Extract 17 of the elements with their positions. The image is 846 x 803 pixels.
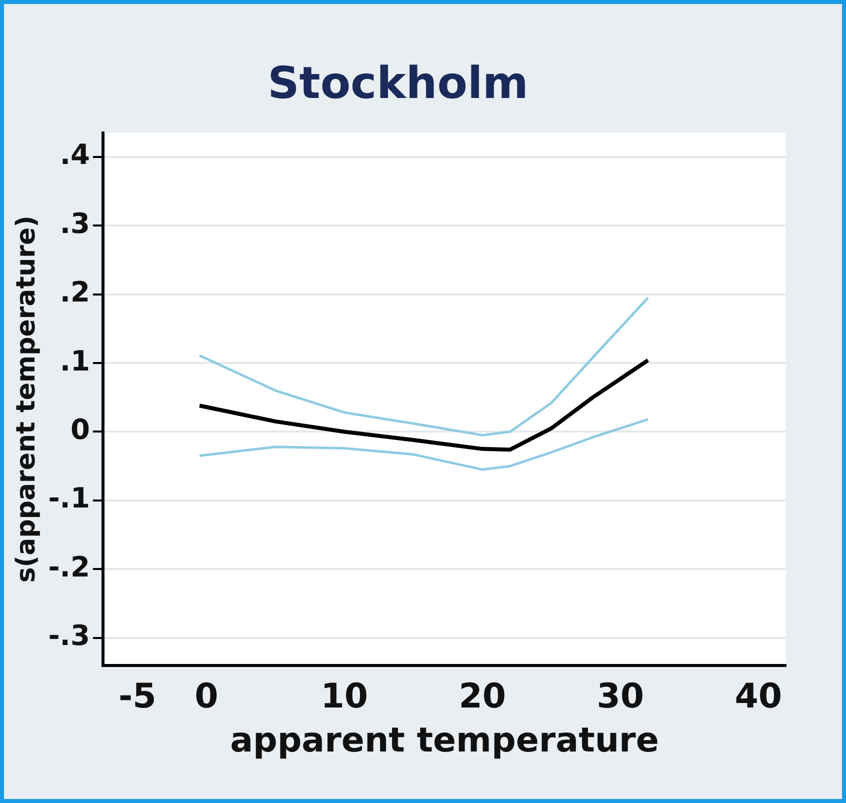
y-tick-label: 0 <box>70 413 90 446</box>
y-tick-label: -.3 <box>48 619 90 652</box>
y-tick-label: .3 <box>60 206 90 240</box>
y-tick-label: -.2 <box>48 550 90 584</box>
chart-title: Stockholm <box>268 58 528 109</box>
y-tick-label: -.1 <box>48 482 90 515</box>
x-tick-label: 20 <box>458 676 506 717</box>
y-axis-title: s(apparent temperature) <box>11 216 42 583</box>
x-tick-label: 10 <box>320 676 368 717</box>
y-tick-label: .2 <box>60 276 90 309</box>
x-tick-label: 40 <box>734 676 782 717</box>
x-axis-title: apparent temperature <box>230 720 659 760</box>
x-tick-label: 30 <box>596 676 644 717</box>
y-tick-label: .1 <box>60 344 90 378</box>
x-tick-label: 0 <box>194 676 218 717</box>
x-tick-label: -5 <box>118 676 156 717</box>
y-tick-label: .4 <box>60 138 90 172</box>
